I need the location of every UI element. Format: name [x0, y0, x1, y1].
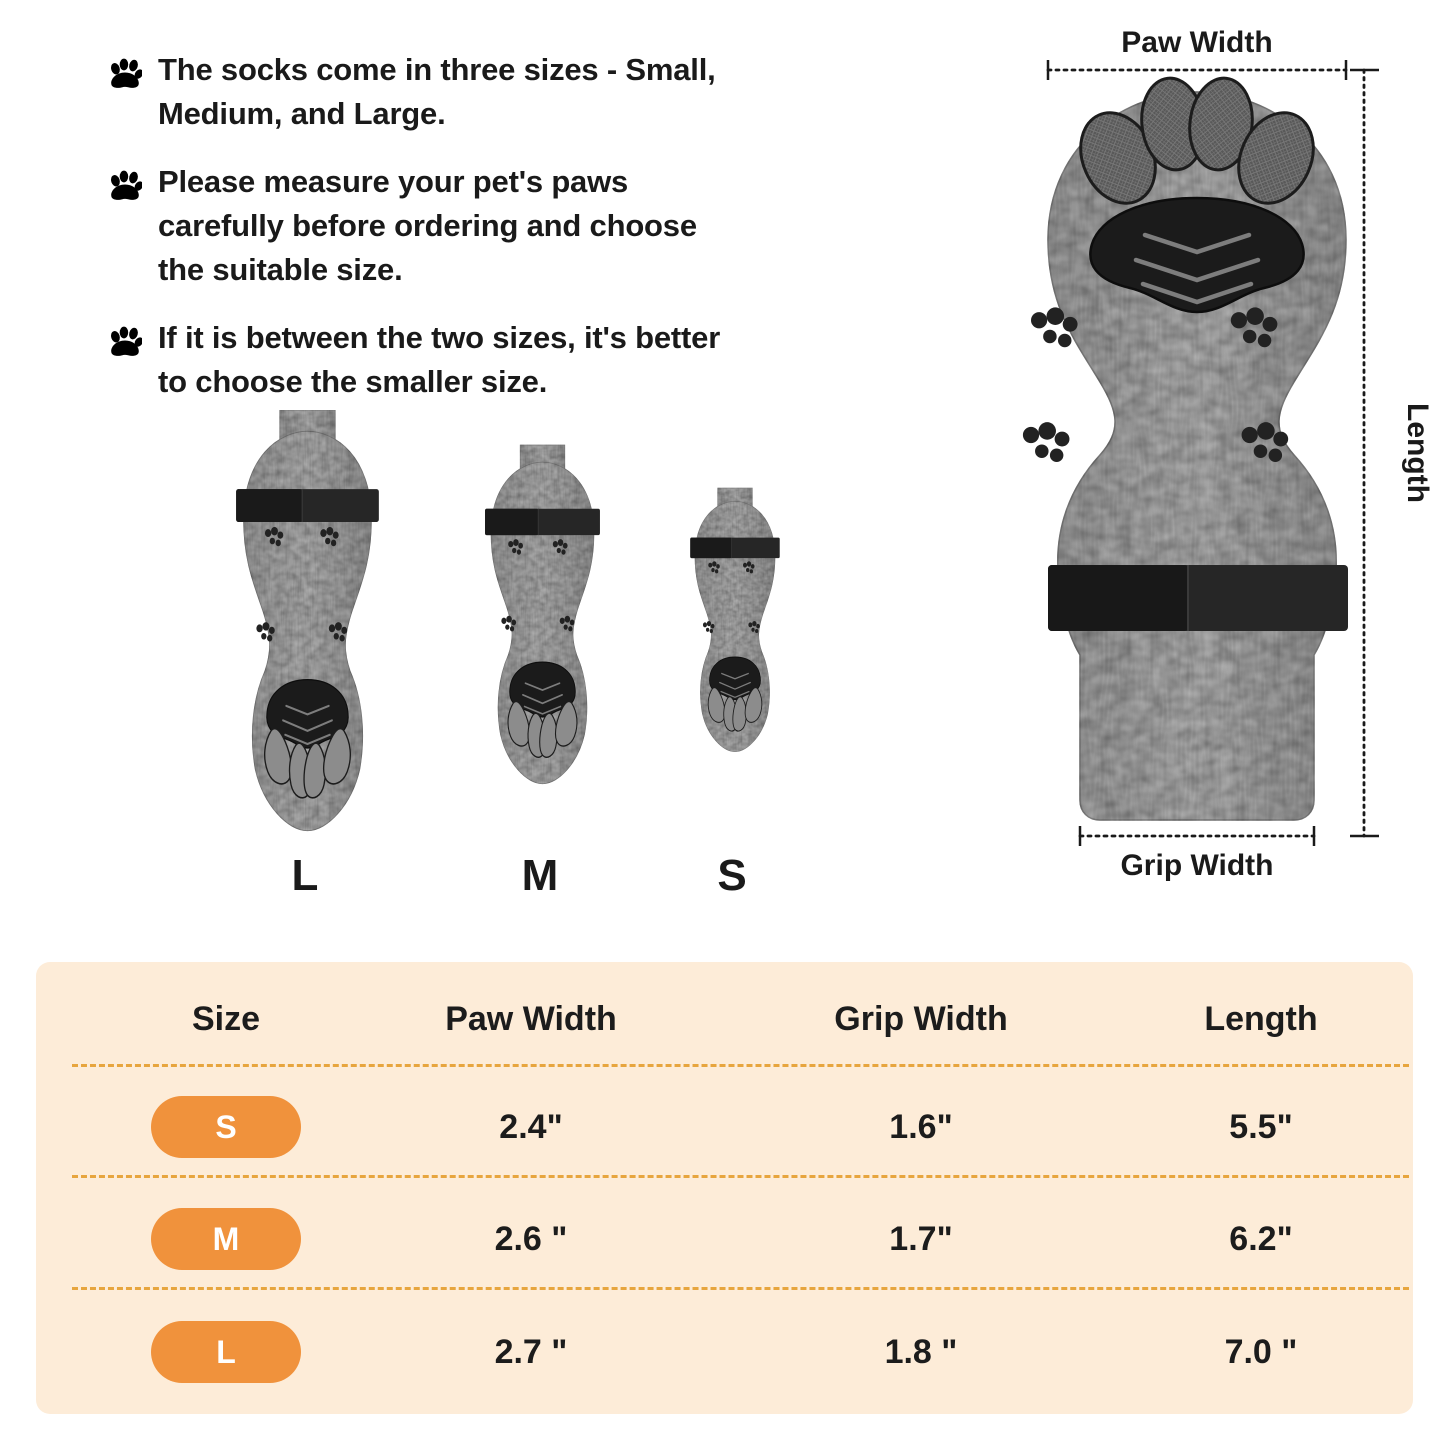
svg-text:Length: Length	[1401, 403, 1434, 503]
svg-text:Grip Width: Grip Width	[1120, 849, 1273, 882]
svg-text:Paw Width: Paw Width	[1121, 30, 1272, 59]
svg-text:M: M	[522, 851, 559, 900]
svg-text:S: S	[717, 851, 746, 900]
svg-text:L: L	[292, 851, 319, 900]
